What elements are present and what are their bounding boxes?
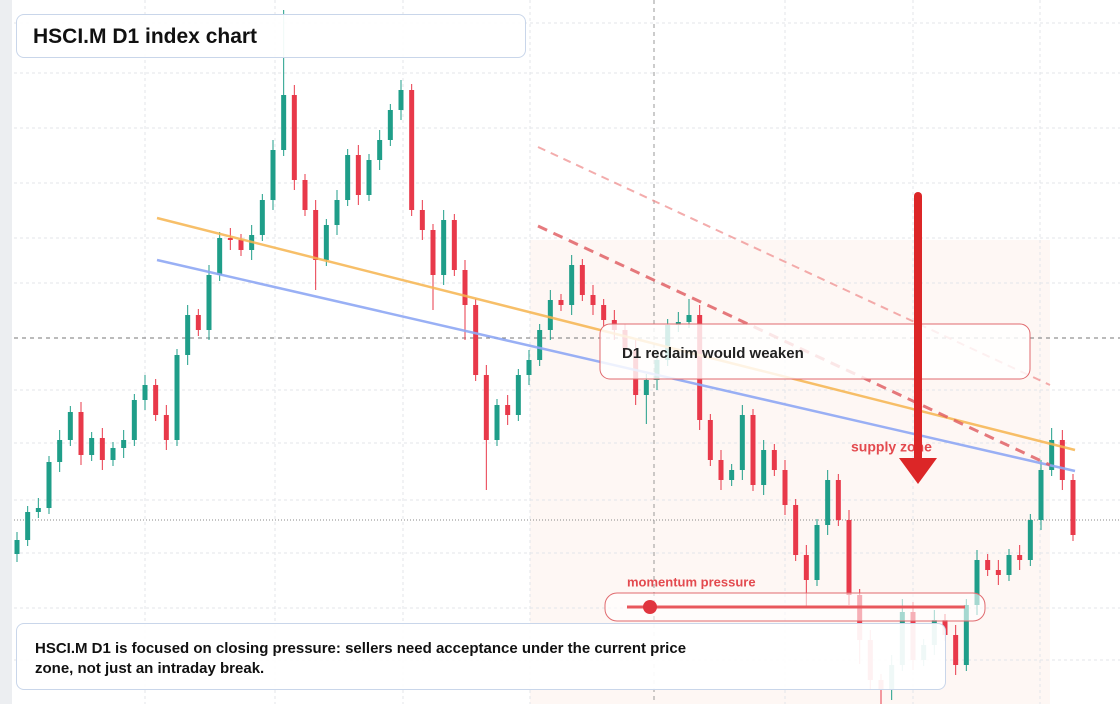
candle-body bbox=[441, 220, 447, 275]
candle-body bbox=[1017, 555, 1023, 560]
candle-body bbox=[78, 412, 84, 455]
candle-body bbox=[739, 415, 745, 470]
candle-body bbox=[302, 180, 308, 210]
chart-title: HSCI.M D1 index chart bbox=[33, 25, 258, 48]
candle-body bbox=[355, 155, 361, 195]
annotation-text: D1 reclaim would weaken bbox=[622, 345, 804, 362]
candle-body bbox=[825, 480, 831, 525]
candle-body bbox=[259, 200, 265, 235]
candle-body bbox=[515, 375, 521, 415]
candle-body bbox=[761, 450, 767, 485]
candle-body bbox=[430, 230, 436, 275]
candle-body bbox=[131, 400, 137, 440]
candle-body bbox=[1070, 480, 1076, 535]
pressure-dot bbox=[643, 600, 657, 614]
candle-body bbox=[110, 448, 116, 460]
candle-body bbox=[793, 505, 799, 555]
candle-body bbox=[569, 265, 575, 305]
candle-body bbox=[419, 210, 425, 230]
candle-body bbox=[121, 440, 127, 448]
candle-body bbox=[494, 405, 500, 440]
candle-body bbox=[14, 540, 20, 554]
candle-body bbox=[729, 470, 735, 480]
candle-body bbox=[323, 225, 329, 260]
candle-body bbox=[185, 315, 191, 355]
candle-body bbox=[953, 635, 959, 665]
candle-body bbox=[89, 438, 95, 455]
candle-body bbox=[1049, 440, 1055, 470]
candle-body bbox=[291, 95, 297, 180]
candle-body bbox=[57, 440, 63, 462]
candle-body bbox=[345, 155, 351, 200]
candle-body bbox=[142, 385, 148, 400]
candle-body bbox=[814, 525, 820, 580]
zone-label: supply zone bbox=[851, 439, 932, 455]
candle-body bbox=[1038, 470, 1044, 520]
candle-body bbox=[601, 305, 607, 320]
candle-body bbox=[526, 360, 532, 375]
candle-body bbox=[377, 140, 383, 160]
candle-body bbox=[153, 385, 159, 415]
candle-body bbox=[547, 300, 553, 330]
candle-body bbox=[1027, 520, 1033, 560]
candle-body bbox=[835, 480, 841, 520]
candle-body bbox=[707, 420, 713, 460]
candle-body bbox=[995, 570, 1001, 575]
candle-body bbox=[451, 220, 457, 270]
candle-body bbox=[643, 380, 649, 395]
candle-body bbox=[313, 210, 319, 260]
candle-body bbox=[174, 355, 180, 440]
candle-body bbox=[67, 412, 73, 440]
candle-body bbox=[718, 460, 724, 480]
candle-body bbox=[35, 508, 41, 512]
title-box: HSCI.M D1 index chart bbox=[16, 14, 526, 58]
candle-body bbox=[163, 415, 169, 440]
candle-body bbox=[387, 110, 393, 140]
candle-body bbox=[473, 305, 479, 375]
candle-body bbox=[25, 512, 31, 540]
candle-body bbox=[963, 605, 969, 665]
note-box: HSCI.M D1 is focused on closing pressure… bbox=[16, 623, 946, 690]
candle-body bbox=[409, 90, 415, 210]
candle-body bbox=[483, 375, 489, 440]
candle-body bbox=[1006, 555, 1012, 575]
candle-body bbox=[46, 462, 52, 508]
candle-body bbox=[579, 265, 585, 295]
grid bbox=[14, 0, 1120, 704]
candle-body bbox=[206, 275, 212, 330]
left-edge bbox=[0, 0, 12, 704]
candle-body bbox=[366, 160, 372, 195]
candle-body bbox=[803, 555, 809, 580]
candle-body bbox=[974, 560, 980, 605]
candle-body bbox=[99, 438, 105, 460]
arrow-head bbox=[899, 458, 937, 484]
annotation-box bbox=[599, 323, 1031, 380]
candle-body bbox=[398, 90, 404, 110]
candle-body bbox=[590, 295, 596, 305]
candle-body bbox=[195, 315, 201, 330]
candle-body bbox=[782, 470, 788, 505]
resistance-line bbox=[537, 224, 1051, 467]
candle-body bbox=[227, 238, 233, 240]
pressure-label: momentum pressure bbox=[627, 574, 756, 589]
candle-body bbox=[537, 330, 543, 360]
candle-body bbox=[771, 450, 777, 470]
candle-body bbox=[1059, 440, 1065, 480]
candle-body bbox=[217, 238, 223, 275]
candle-body bbox=[281, 95, 287, 150]
candle-body bbox=[505, 405, 511, 415]
note-text: HSCI.M D1 is focused on closing pressure… bbox=[35, 640, 687, 677]
candle-body bbox=[558, 300, 564, 305]
candle-body bbox=[750, 415, 756, 485]
candle-body bbox=[270, 150, 276, 200]
candle-body bbox=[985, 560, 991, 570]
candle-body bbox=[238, 240, 244, 250]
candle-body bbox=[334, 200, 340, 225]
candle-body bbox=[686, 315, 692, 322]
candle-body bbox=[846, 520, 852, 595]
resistance-line bbox=[537, 146, 1051, 386]
candle-body bbox=[462, 270, 468, 305]
